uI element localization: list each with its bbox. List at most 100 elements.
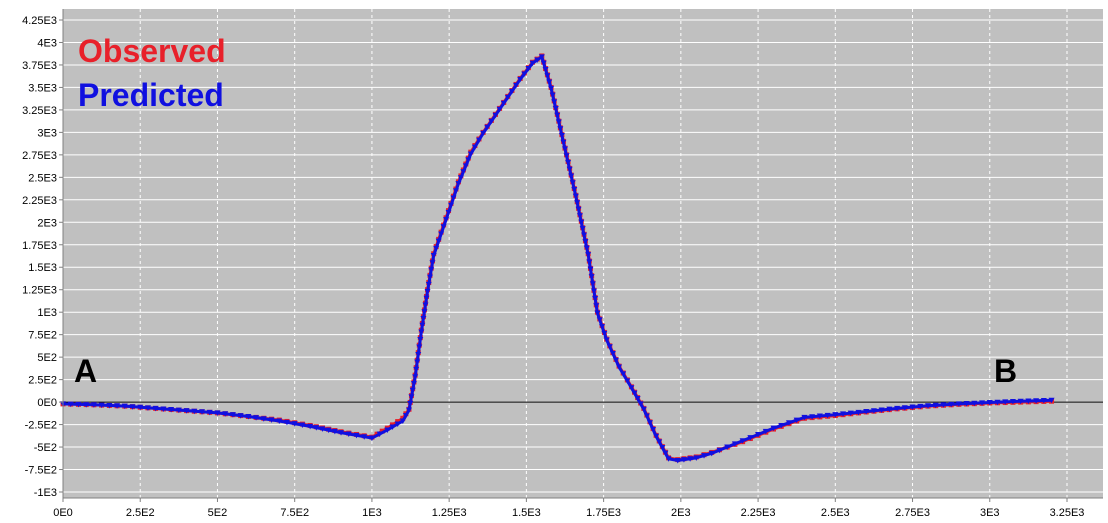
point-predicted xyxy=(793,417,800,424)
x-tick-label: 2.75E3 xyxy=(895,507,930,519)
point-predicted xyxy=(428,267,435,273)
y-tick-label: 1.25E3 xyxy=(22,285,57,297)
x-tick-label: 1.25E3 xyxy=(432,507,467,519)
point-predicted xyxy=(593,303,600,309)
point-predicted xyxy=(429,260,436,266)
annotation-b: B xyxy=(994,353,1017,389)
point-predicted xyxy=(631,390,638,397)
point-predicted xyxy=(572,193,579,200)
point-predicted xyxy=(521,71,528,77)
point-predicted xyxy=(801,414,808,421)
series-predicted xyxy=(60,54,1055,464)
point-predicted xyxy=(440,224,447,230)
point-predicted xyxy=(549,92,556,99)
point-predicted xyxy=(582,239,589,245)
point-predicted xyxy=(517,76,524,83)
point-predicted xyxy=(430,253,437,259)
point-predicted xyxy=(554,112,561,119)
point-predicted xyxy=(562,146,568,153)
point-predicted xyxy=(548,85,555,92)
x-tick-label: 7.5E2 xyxy=(280,507,309,519)
point-predicted xyxy=(152,405,159,412)
point-predicted xyxy=(1002,399,1009,405)
point-predicted xyxy=(544,73,551,79)
point-predicted xyxy=(455,181,462,187)
point-predicted xyxy=(457,175,464,181)
point-predicted xyxy=(484,124,491,131)
point-predicted xyxy=(558,133,565,139)
point-predicted xyxy=(770,425,777,432)
x-tick-label: 3.25E3 xyxy=(1050,507,1085,519)
point-predicted xyxy=(555,119,562,126)
y-tick-label: 5E2 xyxy=(37,352,57,364)
point-predicted xyxy=(175,407,182,414)
point-predicted xyxy=(557,126,564,132)
point-predicted xyxy=(405,407,412,414)
point-predicted xyxy=(986,400,993,406)
point-predicted xyxy=(445,209,452,216)
point-predicted xyxy=(476,137,483,144)
point-predicted xyxy=(492,112,499,119)
point-predicted xyxy=(628,385,635,391)
point-predicted xyxy=(585,252,592,258)
y-tick-label: -7.5E2 xyxy=(25,465,57,477)
point-predicted xyxy=(462,163,469,169)
y-tick-label: -2.5E2 xyxy=(25,420,57,432)
point-predicted xyxy=(276,418,283,424)
point-predicted xyxy=(214,410,221,416)
point-predicted xyxy=(538,54,545,60)
point-predicted xyxy=(424,289,431,295)
point-predicted xyxy=(634,395,641,402)
point-predicted xyxy=(299,422,306,429)
point-predicted xyxy=(674,458,681,464)
y-tick-label: 2.5E2 xyxy=(28,375,57,387)
point-predicted xyxy=(747,435,754,441)
point-predicted xyxy=(422,302,429,308)
point-predicted xyxy=(609,351,616,357)
axes: 4.25E3 4E3 3.75E3 3.5E3 3.25E3 3E3 2.75E3 2.5E3… xyxy=(22,9,1103,519)
point-predicted xyxy=(640,406,647,413)
x-tick-label: 0E0 xyxy=(53,507,73,519)
x-tick-label: 2.5E3 xyxy=(821,507,850,519)
point-predicted xyxy=(183,408,190,414)
point-predicted xyxy=(394,421,401,427)
point-predicted xyxy=(816,413,823,420)
point-predicted xyxy=(917,403,924,410)
point-predicted xyxy=(307,423,314,430)
point-predicted xyxy=(971,400,978,407)
x-tick-label: 1E3 xyxy=(362,507,382,519)
y-tick-label: 3.5E3 xyxy=(28,82,57,94)
x-tick-label: 1.5E3 xyxy=(512,507,541,519)
point-predicted xyxy=(425,281,432,288)
point-predicted xyxy=(716,447,723,454)
point-predicted xyxy=(90,402,97,408)
point-predicted xyxy=(260,416,267,422)
point-predicted xyxy=(525,66,532,72)
point-predicted xyxy=(402,413,409,419)
point-predicted xyxy=(414,359,421,365)
point-predicted xyxy=(1040,398,1047,404)
y-tick-label: 2.5E3 xyxy=(28,172,57,184)
point-predicted xyxy=(500,100,507,107)
point-predicted xyxy=(504,94,511,101)
x-tick-label: 3E3 xyxy=(980,507,1000,519)
point-predicted xyxy=(413,366,420,373)
point-predicted xyxy=(886,406,893,413)
point-predicted xyxy=(552,106,559,112)
point-predicted xyxy=(417,336,424,343)
point-predicted xyxy=(452,188,459,194)
point-predicted xyxy=(560,139,567,146)
point-predicted xyxy=(376,431,383,438)
point-predicted xyxy=(596,317,603,323)
point-predicted xyxy=(589,281,596,287)
point-predicted xyxy=(932,402,939,409)
point-predicted xyxy=(832,412,839,418)
point-predicted xyxy=(546,79,553,86)
point-predicted xyxy=(592,295,599,302)
point-predicted xyxy=(443,217,450,223)
point-predicted xyxy=(955,401,962,407)
point-predicted xyxy=(353,432,360,439)
point-predicted xyxy=(480,130,487,137)
point-predicted xyxy=(410,381,417,387)
point-predicted xyxy=(253,415,260,421)
